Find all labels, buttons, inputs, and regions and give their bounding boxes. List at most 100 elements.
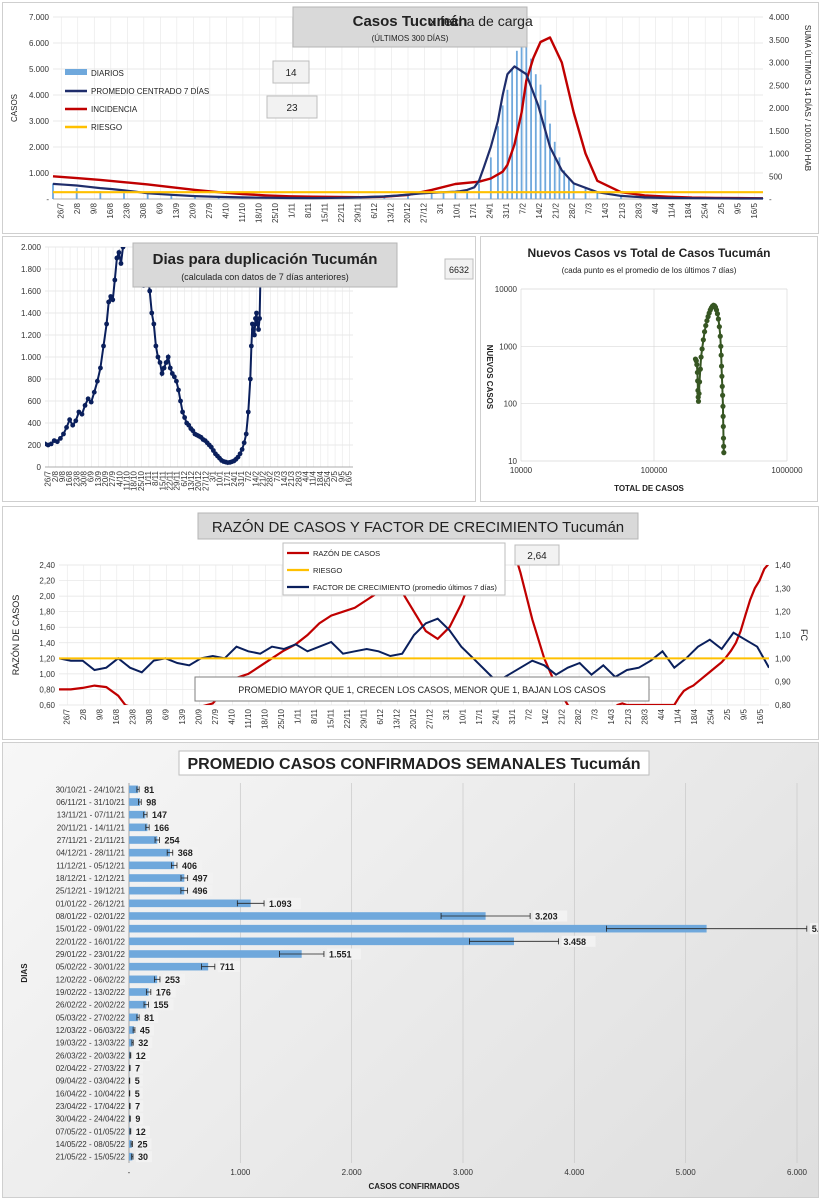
x-tick: 21/2 [558, 708, 567, 724]
duplicacion-point [70, 422, 76, 428]
x-tick: 8/11 [151, 470, 160, 486]
week-bar [129, 1038, 133, 1047]
category-label: 14/05/22 - 08/05/22 [56, 1140, 126, 1149]
x-tick: 16/5 [756, 708, 765, 724]
duplicacion-point [110, 297, 116, 303]
week-bar [129, 988, 149, 996]
daily-bar [620, 196, 622, 199]
duplicacion-point [120, 247, 126, 250]
casos-chart-panel: - 1.000 2.000 3.000 4.000 5.000 6.000 7.000 - 500… [2, 2, 819, 234]
x-tick: 17/1 [469, 202, 478, 218]
scatter-point [695, 398, 702, 404]
value-label-bg [142, 783, 159, 795]
x-tick-label: 1.000 [230, 1168, 251, 1177]
note-box [194, 676, 650, 702]
x-tick: 6/9 [155, 202, 164, 214]
duplicacion-point [151, 321, 157, 327]
daily-bar [544, 100, 547, 199]
x-tick: 30/8 [145, 708, 154, 724]
x-tick: 29/11 [360, 708, 369, 728]
duplicacion-point [163, 360, 169, 365]
value-label: 254 [165, 836, 180, 846]
x-tick: 7/3 [585, 202, 594, 214]
annotation-box [272, 60, 310, 84]
x-axis-label: CASOS CONFIRMADOS [368, 1182, 460, 1191]
x-tick: 28/2 [568, 202, 577, 218]
x-tick: 18/4 [316, 470, 325, 486]
daily-bar [558, 157, 561, 199]
y-axis-label: NUEVOS CASOS [485, 345, 494, 410]
x-tick: 30/8 [80, 470, 89, 486]
value-label: 147 [152, 810, 167, 820]
x-tick: 16/5 [345, 470, 354, 486]
x-tick: 15/11 [158, 470, 167, 490]
value-label-bg [151, 999, 174, 1011]
week-bar [129, 975, 158, 984]
value-label: 406 [182, 861, 197, 871]
category-label: 26/03/22 - 20/03/22 [56, 1051, 126, 1060]
category-label: 02/04/22 - 27/03/22 [56, 1064, 126, 1073]
x-tick: 6/12 [180, 470, 189, 486]
daily-bar [454, 191, 457, 199]
daily-bar [123, 192, 125, 199]
category-label: 06/11/21 - 31/10/21 [56, 798, 125, 807]
duplicacion-point [147, 288, 153, 294]
daily-bar [430, 193, 433, 199]
duplicacion-point [167, 365, 173, 371]
y-tick-label: 1.800 [21, 265, 42, 274]
week-bar [129, 785, 139, 794]
x-tick: 21/3 [287, 470, 296, 486]
x-tick: 10/1 [459, 708, 468, 724]
y-right-axis-label: FC [799, 629, 809, 641]
daily-bar [584, 188, 587, 199]
scatter-point [721, 443, 727, 449]
value-label-bg [190, 885, 213, 897]
category-label: 29/01/22 - 23/01/22 [56, 950, 126, 959]
x-tick: 24/1 [486, 202, 495, 218]
scatter-point [718, 352, 724, 358]
category-label: 05/03/22 - 27/02/22 [56, 1013, 126, 1022]
y-tick-label: 4.000 [29, 91, 50, 100]
daily-bar [506, 89, 509, 199]
annotation-value: 14 [285, 68, 297, 79]
week-bar [129, 1000, 147, 1009]
category-label: 19/03/22 - 13/03/22 [56, 1039, 126, 1048]
x-tick: 24/1 [492, 708, 501, 724]
scatter-point [701, 329, 708, 335]
value-label: 497 [193, 874, 208, 884]
week-bar [129, 823, 148, 832]
x-tick: 27/9 [205, 202, 214, 218]
x-tick: 17/1 [223, 470, 232, 486]
scatter-point [696, 379, 703, 385]
y-tick-label: 800 [28, 375, 42, 384]
value-label: 1.551 [329, 950, 352, 960]
x-tick: 25/4 [700, 202, 709, 218]
y-right-tick-label: 4.000 [769, 13, 790, 22]
x-tick: 25/10 [137, 470, 146, 491]
x-tick: 11/4 [309, 470, 318, 486]
legend-label: DIARIOS [91, 69, 124, 78]
x-tick-label: - [128, 1168, 131, 1177]
chart-title-suffix: x fecha de carga [429, 13, 533, 29]
y-tick-label: 1000 [499, 342, 517, 351]
x-tick: 28/2 [574, 708, 583, 724]
x-tick: 31/1 [502, 202, 511, 218]
value-label-bg [190, 872, 213, 884]
y-right-tick-label: 1,30 [775, 584, 791, 593]
value-label: 7 [135, 1102, 140, 1112]
duplicacion-point [155, 354, 161, 360]
scatter-point [715, 316, 722, 322]
duplicacion-point [88, 399, 94, 405]
duplicacion-point [249, 321, 255, 327]
duplicacion-point [91, 389, 97, 395]
x-tick-label: 6.000 [787, 1168, 808, 1177]
y-tick-label: 1.000 [29, 169, 50, 178]
value-label-bg [152, 821, 175, 833]
x-tick: 14/2 [535, 202, 544, 218]
x-tick: 26/7 [62, 708, 71, 724]
x-tick: 4/10 [221, 202, 230, 218]
x-tick: 10/1 [453, 202, 462, 218]
legend-label: INCIDENCIA [91, 105, 138, 114]
x-tick: 24/1 [230, 470, 239, 486]
duplicacion-point [256, 327, 261, 332]
